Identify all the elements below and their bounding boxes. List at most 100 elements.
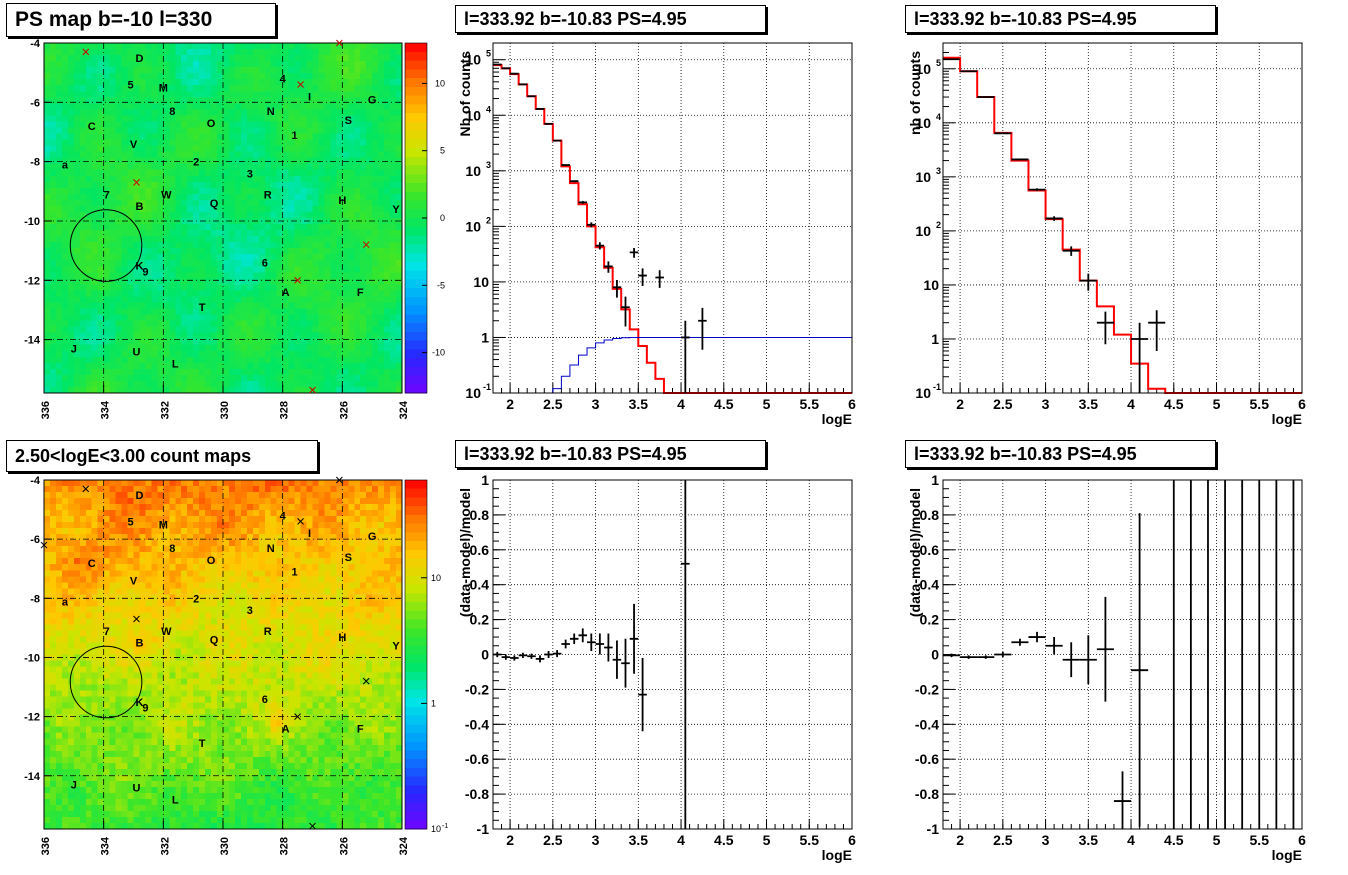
y-tick-label: -6 — [30, 534, 40, 546]
source-label: 6 — [262, 694, 268, 706]
source-cross — [294, 713, 301, 720]
y-tick-label: 0.2 — [470, 612, 490, 628]
y-tick-label: 10 — [915, 61, 931, 77]
x-tick-label: 2.5 — [543, 832, 563, 848]
residual-coarse-title: l=333.92 b=-10.83 PS=4.95 — [905, 440, 1216, 468]
residual_coarse-frame — [942, 479, 1303, 830]
x-tick-label: 3.5 — [1079, 396, 1099, 412]
source-cross — [335, 39, 343, 47]
y-tick-label: 0.6 — [470, 542, 490, 558]
data-point — [1131, 322, 1149, 393]
y-axis-label: nb of counts — [907, 51, 923, 135]
source-label: G — [368, 94, 377, 106]
colorbar-tick-label: 10 — [431, 824, 441, 834]
data-point — [612, 640, 622, 679]
x-tick-label: 6 — [848, 396, 856, 412]
source-label: 9 — [142, 703, 148, 715]
y-tick-exponent: 2 — [486, 215, 491, 225]
x-tick-label: 5 — [1213, 396, 1221, 412]
x-tick-label: 3.5 — [629, 832, 649, 848]
source-label: T — [199, 302, 206, 314]
x-tick-label: 334 — [100, 836, 112, 855]
colorbar-frame — [404, 479, 428, 830]
spectrum-full-title: l=333.92 b=-10.83 PS=4.95 — [455, 5, 766, 33]
source-label: 1 — [292, 567, 298, 579]
y-tick-label: 1 — [481, 472, 489, 488]
x-tick-label: 2.5 — [543, 396, 563, 412]
y-tick-label: 0.6 — [920, 542, 940, 558]
source-label: A — [282, 287, 290, 299]
y-tick-label: -4 — [30, 475, 41, 487]
y-tick-label: -14 — [24, 335, 41, 347]
data-point — [621, 638, 630, 688]
data-point — [569, 633, 579, 645]
colorbar-tick-label: -10 — [432, 348, 445, 358]
data-point — [1131, 513, 1149, 828]
source-cross — [335, 476, 343, 484]
y-tick-label: -1 — [477, 821, 490, 837]
source-cross — [297, 518, 304, 525]
x-tick-label: 5.5 — [800, 832, 820, 848]
source-label: 8 — [169, 543, 175, 555]
y-tick-label: 10 — [473, 274, 489, 290]
ps_map-colorbar — [405, 43, 427, 394]
data-point — [1011, 638, 1029, 646]
data-point — [587, 222, 596, 228]
x-tick-label: 326 — [338, 837, 350, 855]
source-label: 1 — [292, 130, 298, 142]
colorbar-tick-label: 10 — [431, 573, 441, 583]
y-tick-label: 10 — [915, 223, 931, 239]
data-point — [1096, 596, 1114, 702]
data-point — [655, 270, 664, 288]
x-tick-label: 328 — [279, 837, 291, 855]
x-tick-label: 3 — [592, 832, 600, 848]
x-tick-label: 4.5 — [714, 396, 734, 412]
source-label: N — [267, 106, 275, 118]
y-tick-label: 10 — [465, 52, 481, 68]
data-point — [595, 633, 605, 655]
source-label: H — [338, 195, 346, 207]
x-tick-label: 2 — [956, 396, 964, 412]
source-label: 5 — [127, 80, 133, 92]
source-label: 9 — [142, 266, 148, 278]
data-point — [977, 655, 995, 659]
source-label: S — [345, 552, 352, 564]
y-tick-exponent: 5 — [936, 58, 941, 68]
y-tick-label: 0.4 — [920, 577, 940, 593]
data-point — [681, 320, 690, 393]
data-point — [1079, 273, 1097, 291]
point-source-histogram — [493, 336, 852, 394]
source-cross — [309, 386, 316, 394]
y-tick-label: -0.8 — [915, 786, 939, 802]
y-tick-label: -8 — [30, 157, 40, 169]
spectrum-coarse-title: l=333.92 b=-10.83 PS=4.95 — [905, 5, 1216, 33]
x-tick-label: 326 — [338, 401, 350, 419]
ps-map-title: PS map b=-10 l=330 — [6, 3, 276, 37]
data-point — [629, 247, 639, 258]
y-tick-label: 1 — [481, 329, 489, 345]
data-point — [681, 480, 690, 829]
x-tick-label: 332 — [159, 837, 171, 855]
source-cross — [362, 677, 370, 685]
data-point — [612, 280, 622, 298]
source-cross — [82, 485, 90, 493]
x-tick-label: 3.5 — [1079, 832, 1099, 848]
y-tick-label: -12 — [24, 712, 40, 724]
data-point — [698, 307, 707, 350]
source-label: I — [308, 91, 311, 103]
residual_full-frame — [492, 479, 853, 830]
source-label: G — [368, 531, 377, 543]
x-axis-label: logE — [822, 411, 852, 427]
source-label: a — [62, 160, 69, 172]
source-label: F — [357, 723, 364, 735]
x-tick-label: 2.5 — [993, 832, 1013, 848]
data-point — [518, 652, 528, 658]
x-tick-label: 5.5 — [1250, 832, 1270, 848]
y-tick-label: 10 — [465, 163, 481, 179]
y-tick-label: 10 — [915, 115, 931, 131]
source-label: 4 — [280, 510, 287, 522]
source-label: L — [172, 794, 179, 806]
y-tick-exponent: -1 — [483, 382, 491, 392]
